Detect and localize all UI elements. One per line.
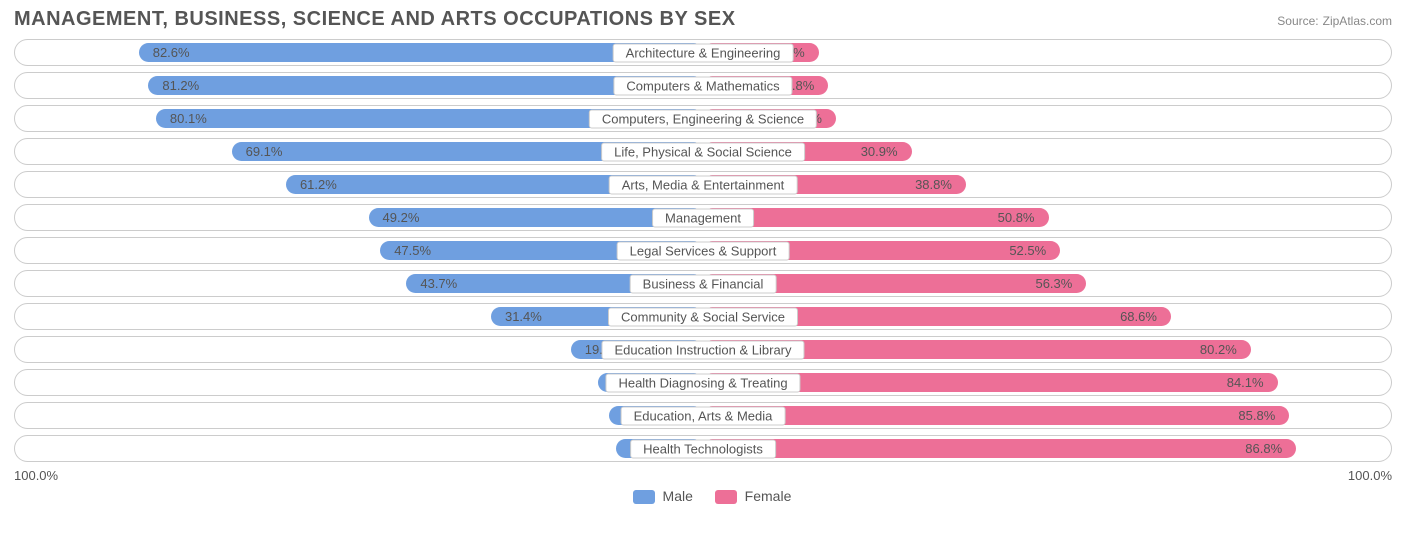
bar-female: 85.8% bbox=[703, 406, 1289, 425]
category-label: Education, Arts & Media bbox=[621, 406, 786, 425]
source-name: ZipAtlas.com bbox=[1323, 14, 1392, 28]
bar-track: 13.2%86.8%Health Technologists bbox=[14, 435, 1392, 462]
bar-track: 81.2%18.8%Computers & Mathematics bbox=[14, 72, 1392, 99]
bar-male-value: 69.1% bbox=[232, 144, 297, 159]
bar-track: 80.1%19.9%Computers, Engineering & Scien… bbox=[14, 105, 1392, 132]
legend: Male Female bbox=[14, 488, 1392, 504]
bar-female-value: 86.8% bbox=[1231, 441, 1296, 456]
category-label: Computers & Mathematics bbox=[613, 76, 792, 95]
bar-male-value: 31.4% bbox=[491, 309, 556, 324]
category-label: Arts, Media & Entertainment bbox=[609, 175, 798, 194]
bar-male-value: 49.2% bbox=[369, 210, 434, 225]
bar-female-value: 30.9% bbox=[847, 144, 912, 159]
bar-male-value: 61.2% bbox=[286, 177, 351, 192]
category-label: Architecture & Engineering bbox=[613, 43, 794, 62]
bar-male-value: 82.6% bbox=[139, 45, 204, 60]
chart-row: 31.4% 68.6% Community & Social Service bbox=[14, 303, 1392, 330]
bar-track: 14.2%85.8%Education, Arts & Media bbox=[14, 402, 1392, 429]
chart-row: 43.7% 56.3% Business & Financial bbox=[14, 270, 1392, 297]
chart-row: 80.1%19.9%Computers, Engineering & Scien… bbox=[14, 105, 1392, 132]
category-label: Management bbox=[652, 208, 754, 227]
category-label: Education Instruction & Library bbox=[601, 340, 804, 359]
bar-track: 69.1% 30.9% Life, Physical & Social Scienc… bbox=[14, 138, 1392, 165]
bar-track: 47.5% 52.5% Legal Services & Support bbox=[14, 237, 1392, 264]
category-label: Life, Physical & Social Science bbox=[601, 142, 805, 161]
chart-row: 19.8%80.2%Education Instruction & Librar… bbox=[14, 336, 1392, 363]
bar-track: 43.7% 56.3% Business & Financial bbox=[14, 270, 1392, 297]
x-axis: 100.0% 100.0% bbox=[14, 468, 1392, 488]
bar-male-value: 81.2% bbox=[148, 78, 213, 93]
bar-male-value: 47.5% bbox=[380, 243, 445, 258]
bar-track: 61.2% 38.8% Arts, Media & Entertainment bbox=[14, 171, 1392, 198]
bar-female-value: 84.1% bbox=[1213, 375, 1278, 390]
category-label: Legal Services & Support bbox=[617, 241, 790, 260]
bar-female-value: 50.8% bbox=[984, 210, 1049, 225]
occupations-chart: 82.6%17.4%Architecture & Engineering 81.2… bbox=[14, 39, 1392, 462]
bar-female: 50.8% bbox=[703, 208, 1049, 227]
category-label: Health Diagnosing & Treating bbox=[605, 373, 800, 392]
category-label: Health Technologists bbox=[630, 439, 776, 458]
bar-female-value: 38.8% bbox=[901, 177, 966, 192]
chart-row: 47.5% 52.5% Legal Services & Support bbox=[14, 237, 1392, 264]
bar-track: 15.9%84.1%Health Diagnosing & Treating bbox=[14, 369, 1392, 396]
chart-row: 49.2% 50.8% Management bbox=[14, 204, 1392, 231]
chart-title: MANAGEMENT, BUSINESS, SCIENCE AND ARTS O… bbox=[14, 8, 736, 31]
chart-row: 15.9%84.1%Health Diagnosing & Treating bbox=[14, 369, 1392, 396]
category-label: Community & Social Service bbox=[608, 307, 798, 326]
bar-female-value: 80.2% bbox=[1186, 342, 1251, 357]
bar-track: 19.8%80.2%Education Instruction & Librar… bbox=[14, 336, 1392, 363]
bar-female-value: 85.8% bbox=[1224, 408, 1289, 423]
chart-row: 81.2%18.8%Computers & Mathematics bbox=[14, 72, 1392, 99]
chart-row: 14.2%85.8%Education, Arts & Media bbox=[14, 402, 1392, 429]
bar-track: 31.4% 68.6% Community & Social Service bbox=[14, 303, 1392, 330]
bar-female-value: 56.3% bbox=[1021, 276, 1086, 291]
bar-male-value: 43.7% bbox=[406, 276, 471, 291]
bar-female-value: 68.6% bbox=[1106, 309, 1171, 324]
chart-row: 69.1% 30.9% Life, Physical & Social Scienc… bbox=[14, 138, 1392, 165]
legend-label-male: Male bbox=[663, 488, 693, 504]
bar-male-value: 80.1% bbox=[156, 111, 221, 126]
header: MANAGEMENT, BUSINESS, SCIENCE AND ARTS O… bbox=[14, 8, 1392, 31]
legend-swatch-female bbox=[715, 490, 737, 504]
source: Source: ZipAtlas.com bbox=[1277, 14, 1392, 28]
bar-female-value: 52.5% bbox=[995, 243, 1060, 258]
category-label: Computers, Engineering & Science bbox=[589, 109, 817, 128]
bar-female: 86.8% bbox=[703, 439, 1296, 458]
bar-track: 82.6%17.4%Architecture & Engineering bbox=[14, 39, 1392, 66]
axis-left-label: 100.0% bbox=[14, 468, 58, 483]
axis-right-label: 100.0% bbox=[1348, 468, 1392, 483]
bar-track: 49.2% 50.8% Management bbox=[14, 204, 1392, 231]
chart-row: 61.2% 38.8% Arts, Media & Entertainment bbox=[14, 171, 1392, 198]
chart-row: 13.2%86.8%Health Technologists bbox=[14, 435, 1392, 462]
category-label: Business & Financial bbox=[630, 274, 777, 293]
chart-row: 82.6%17.4%Architecture & Engineering bbox=[14, 39, 1392, 66]
legend-label-female: Female bbox=[745, 488, 792, 504]
legend-swatch-male bbox=[633, 490, 655, 504]
source-label: Source: bbox=[1277, 14, 1318, 28]
